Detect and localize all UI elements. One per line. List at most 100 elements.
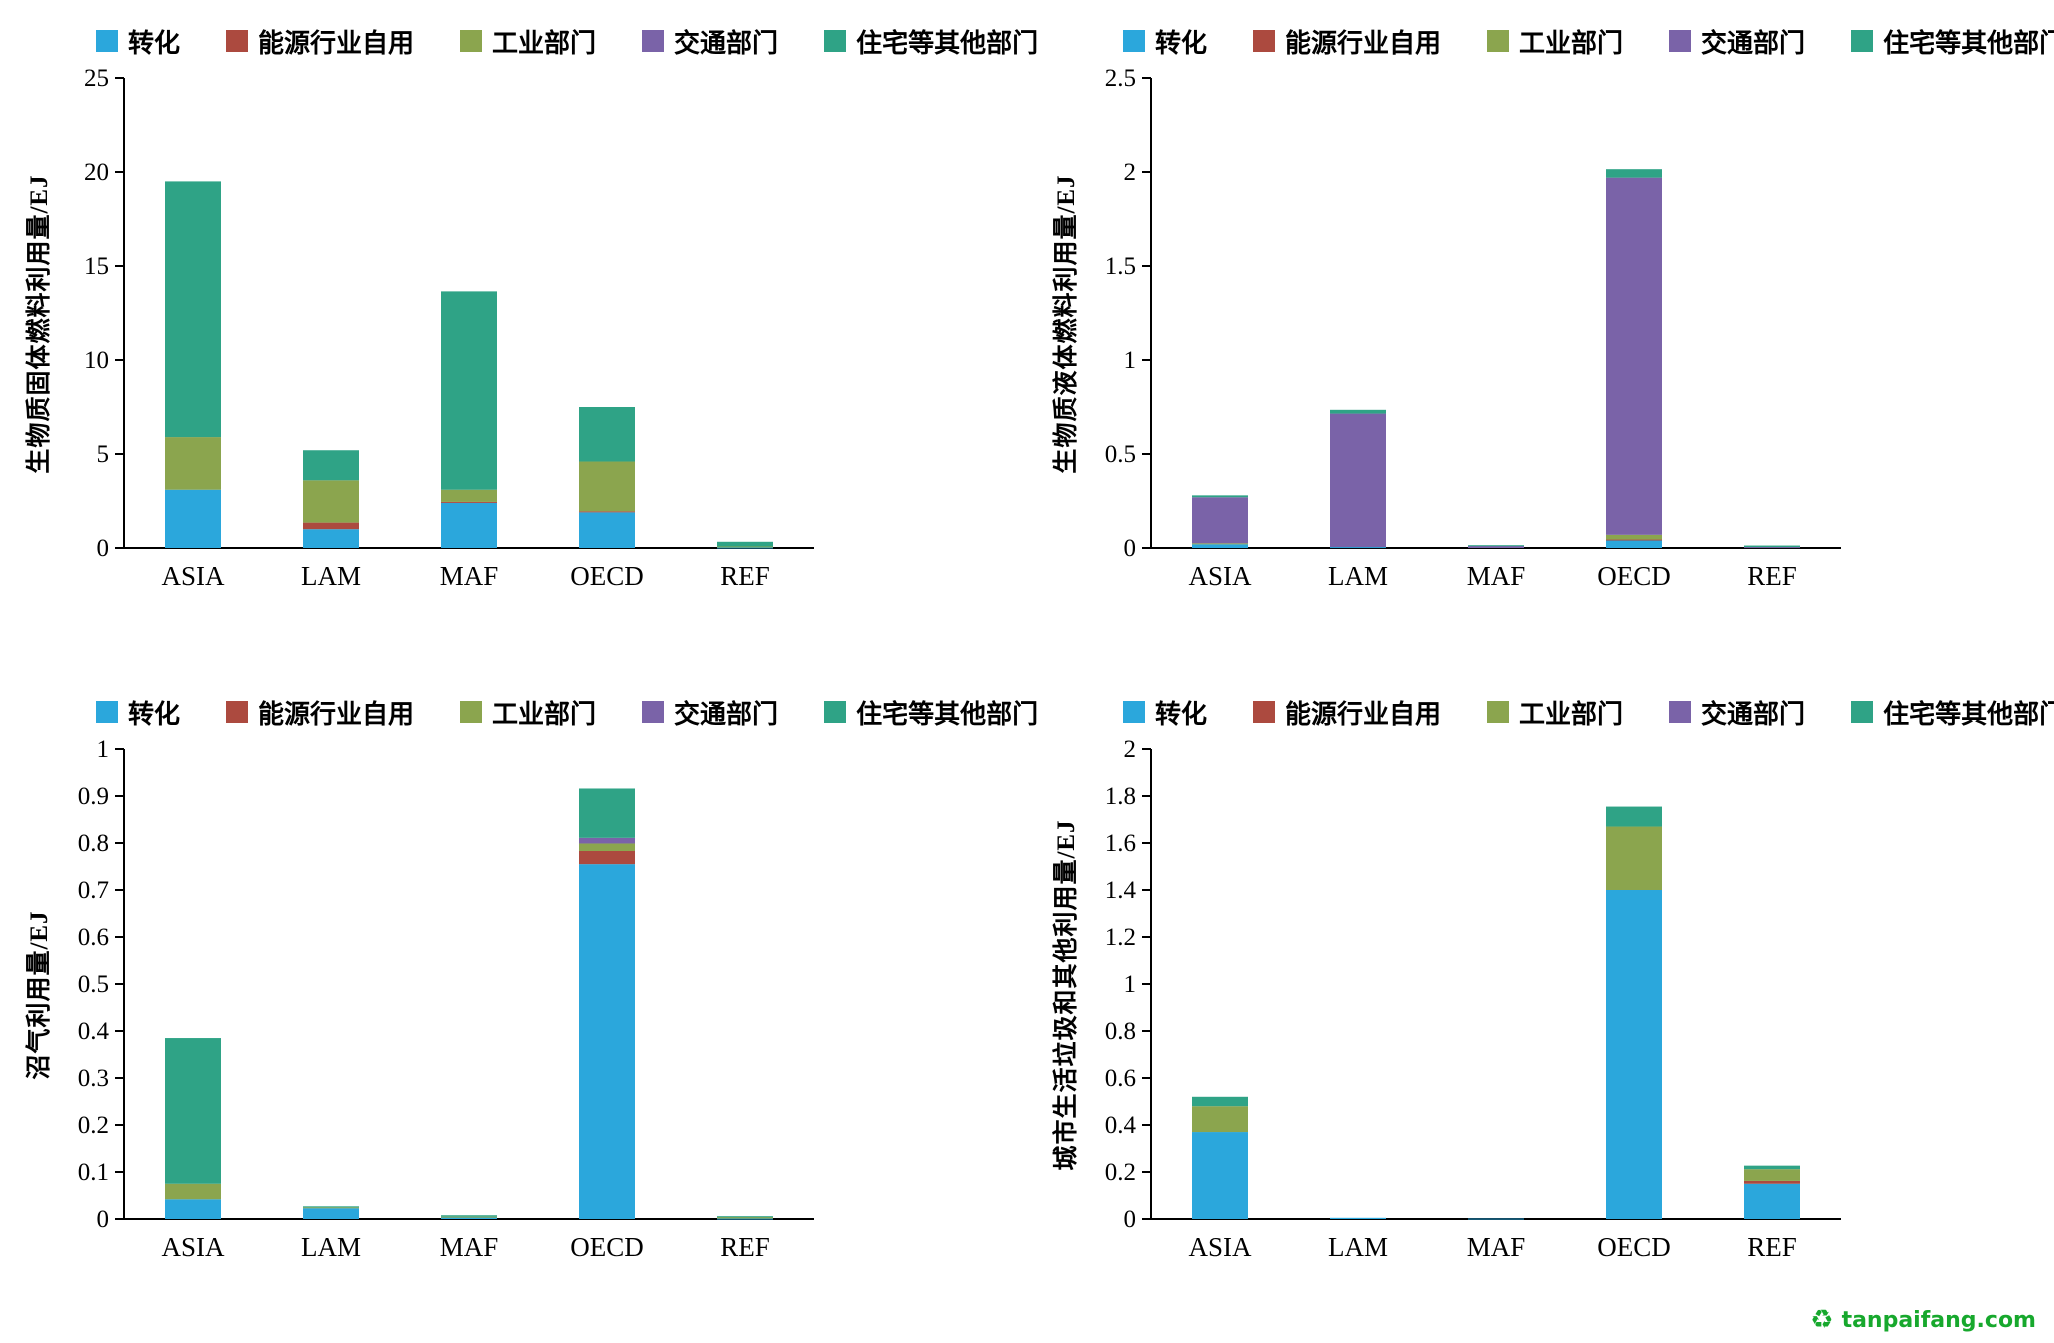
watermark-text: tanpaifang.com [1841, 1307, 2036, 1333]
legend-label: 住宅等其他部门 [856, 699, 1039, 729]
legend-label: 转化 [128, 28, 181, 58]
y-tick-label: 0.1 [78, 1159, 109, 1186]
legend-item: 工业部门 [1487, 694, 1623, 731]
y-tick-label: 0.8 [78, 830, 109, 857]
bar-segment [1192, 1096, 1248, 1107]
legend-item: 住宅等其他部门 [1851, 694, 2054, 731]
legend-swatch [1123, 701, 1145, 723]
bar-segment [579, 461, 635, 512]
legend-swatch [226, 701, 249, 723]
y-tick-label: 0.7 [78, 877, 109, 904]
x-category-label: ASIA [161, 1232, 225, 1262]
legend-label: 交通部门 [1701, 699, 1806, 729]
legend-item: 能源行业自用 [1253, 694, 1441, 731]
chart-row: 沼气利用量/EJ 0 0.1 0.2 0.3 0.4 0.5 0.6 0.7 0.8 0.9 1 AS… [14, 733, 1027, 1303]
legend-label: 能源行业自用 [1285, 699, 1442, 729]
y-axis-title: 城市生活垃圾和其他利用量/EJ [1053, 819, 1080, 1171]
x-category-label: LAM [1328, 561, 1388, 591]
legend-item: 交通部门 [642, 694, 778, 731]
bar-segment [1330, 413, 1386, 548]
bar-segment [165, 437, 221, 490]
y-tick-label: 0.8 [1105, 1018, 1136, 1045]
legend-swatch [642, 701, 665, 723]
legend-item: 交通部门 [642, 23, 778, 60]
x-category-label: OECD [570, 1232, 644, 1262]
legend-label: 转化 [128, 699, 181, 729]
bar-segment [1192, 543, 1248, 545]
bar-segment [717, 547, 773, 549]
bar-segment [1192, 495, 1248, 498]
y-axis: 0 0.5 1 1.5 2 2.5 [1105, 65, 1151, 562]
legend-label: 能源行业自用 [258, 28, 415, 58]
bar-segment [579, 850, 635, 865]
bars [1192, 169, 1800, 549]
legend-item: 能源行业自用 [226, 694, 414, 731]
legend-label: 交通部门 [674, 699, 779, 729]
y-tick-label: 1.2 [1105, 924, 1136, 951]
chart-svg: 0 0.2 0.4 0.6 0.8 1 1.2 1.4 1.6 1.8 2 ASIA LAM MAF OEC… [1105, 736, 1841, 1262]
bar-segment [579, 864, 635, 1219]
panel-msw-chart: 转化 能源行业自用 工业部门 交通部门 住宅等其他部门 城市生活垃圾和其他利用量/EJ … [1027, 671, 2054, 1343]
y-tick-label: 0.4 [78, 1018, 110, 1045]
bar-segment [1744, 547, 1800, 549]
y-tick-label: 10 [84, 347, 109, 374]
x-category-label: MAF [440, 561, 499, 591]
legend-item: 住宅等其他部门 [824, 23, 1038, 60]
bar-segment [1330, 1217, 1386, 1219]
chart-svg: 0 0.5 1 1.5 2 2.5 ASIA LAM MAF OECD REF [1105, 65, 1841, 591]
y-axis: 0 0.2 0.4 0.6 0.8 1 1.2 1.4 1.6 1.8 2 [1105, 736, 1151, 1233]
bar-segment [1744, 1169, 1800, 1181]
bar-segment [1468, 545, 1524, 547]
plot-area: 0 0.1 0.2 0.3 0.4 0.5 0.6 0.7 0.8 0.9 1 ASIA LAM MAF O… [60, 733, 840, 1303]
bar-segment [441, 489, 497, 502]
bar-segment [1606, 890, 1662, 1219]
bar-segment [441, 291, 497, 490]
legend-item: 交通部门 [1669, 694, 1805, 731]
legend-item: 转化 [96, 23, 180, 60]
legend-label: 住宅等其他部门 [1883, 699, 2054, 729]
x-category-label: LAM [301, 1232, 361, 1262]
legend-item: 工业部门 [1487, 23, 1623, 60]
legend-label: 工业部门 [1519, 28, 1624, 58]
bar-segment [1192, 497, 1248, 544]
legend-item: 工业部门 [460, 23, 596, 60]
bar-segment [1606, 177, 1662, 535]
legend-label: 能源行业自用 [258, 699, 415, 729]
y-tick-label: 5 [97, 441, 110, 468]
y-tick-label: 2 [1124, 736, 1137, 763]
y-axis-title-box: 沼气利用量/EJ [14, 733, 60, 1303]
bar-segment [1468, 1218, 1524, 1220]
bar-segment [165, 1038, 221, 1184]
legend-label: 工业部门 [492, 28, 597, 58]
y-axis-title: 生物质液体燃料利用量/EJ [1053, 174, 1080, 474]
bar-segment [441, 1217, 497, 1219]
x-category-label: REF [720, 1232, 770, 1262]
bar-segment [579, 512, 635, 548]
bars [165, 788, 773, 1220]
legend-item: 能源行业自用 [226, 23, 414, 60]
x-category-label: LAM [301, 561, 361, 591]
bar-segment [441, 1216, 497, 1218]
y-tick-label: 15 [84, 253, 109, 280]
legend: 转化 能源行业自用 工业部门 交通部门 住宅等其他部门 [96, 691, 1038, 733]
y-tick-label: 1.5 [1105, 253, 1136, 280]
legend-item: 住宅等其他部门 [824, 694, 1038, 731]
bars [165, 181, 773, 549]
y-tick-label: 1.8 [1105, 783, 1136, 810]
bar-segment [303, 529, 359, 548]
legend-label: 转化 [1155, 28, 1208, 58]
x-category-label: ASIA [1188, 1232, 1252, 1262]
legend-swatch [1851, 701, 1874, 723]
y-tick-label: 2 [1124, 159, 1137, 186]
y-tick-label: 20 [84, 159, 109, 186]
x-category-label: LAM [1328, 1232, 1388, 1262]
legend-swatch [642, 30, 665, 52]
legend-item: 工业部门 [460, 694, 596, 731]
y-tick-label: 1.6 [1105, 830, 1136, 857]
bar-segment [165, 1183, 221, 1200]
watermark[interactable]: ♻ tanpaifang.com [1810, 1307, 2036, 1333]
x-category-label: MAF [1467, 561, 1526, 591]
bar-segment [441, 502, 497, 548]
y-tick-label: 0 [97, 1206, 110, 1233]
